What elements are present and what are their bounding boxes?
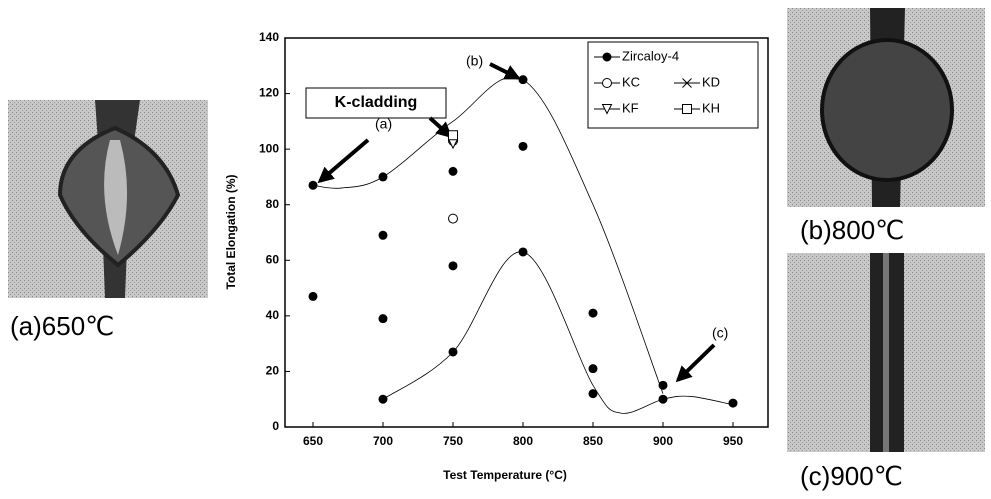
photo-a [8,100,208,298]
point [448,213,458,224]
point [448,347,458,357]
annotation: (b) [466,53,483,69]
y-tick-label: 20 [266,364,280,378]
point [378,172,388,182]
point [308,180,318,190]
legend-marker [682,78,692,88]
x-tick-label: 850 [583,434,603,448]
point [588,308,598,318]
arrow [317,138,370,184]
x-tick-label: 900 [653,434,673,448]
annotation: (c) [712,325,728,341]
legend [587,41,759,129]
arrow [428,116,453,139]
legend-marker [682,104,692,114]
x-tick-label: 700 [373,434,393,448]
x-axis-label: Test Temperature (°C) [443,468,567,482]
point [588,389,598,399]
point [378,394,388,404]
photo-c [787,253,985,452]
x-tick-label: 950 [723,434,743,448]
trend-line [382,251,734,414]
y-tick-label: 100 [259,141,279,155]
point [658,394,668,404]
y-axis-label: Total Elongation (%) [224,174,238,289]
point [518,75,528,85]
legend-label: KH [702,100,720,115]
y-tick-label: 140 [259,30,279,44]
legend-marker [602,52,612,62]
point [518,247,528,257]
photo-b [787,8,985,207]
point [448,166,458,176]
y-tick-label: 60 [266,252,280,266]
legend-marker [602,78,612,88]
annotation: K-cladding [335,94,418,111]
y-tick-label: 0 [272,419,279,433]
point [378,314,388,324]
x-tick-label: 750 [443,434,463,448]
point [518,141,528,151]
caption: (b)800℃ [800,215,904,245]
point [308,291,318,301]
legend-label: KD [702,74,720,89]
point [448,130,458,141]
y-tick-label: 40 [266,308,280,322]
point [658,380,668,390]
legend-marker [601,104,613,115]
legend-label: KC [622,74,640,89]
point [588,364,598,374]
annotation-box [305,87,447,119]
annotation: (a) [375,116,392,132]
arrow [489,62,521,80]
y-tick-label: 80 [266,197,280,211]
x-tick-label: 800 [513,434,533,448]
x-tick-label: 650 [303,434,323,448]
arrow [675,343,716,383]
point [448,261,458,271]
plot-frame [284,37,769,428]
point [728,398,738,408]
caption: (c)900℃ [800,461,903,491]
caption: (a)650℃ [10,311,114,341]
y-tick-label: 120 [259,86,279,100]
point [378,230,388,240]
legend-label: KF [622,100,639,115]
trend-line [312,76,664,394]
legend-label: Zircaloy-4 [622,48,679,63]
